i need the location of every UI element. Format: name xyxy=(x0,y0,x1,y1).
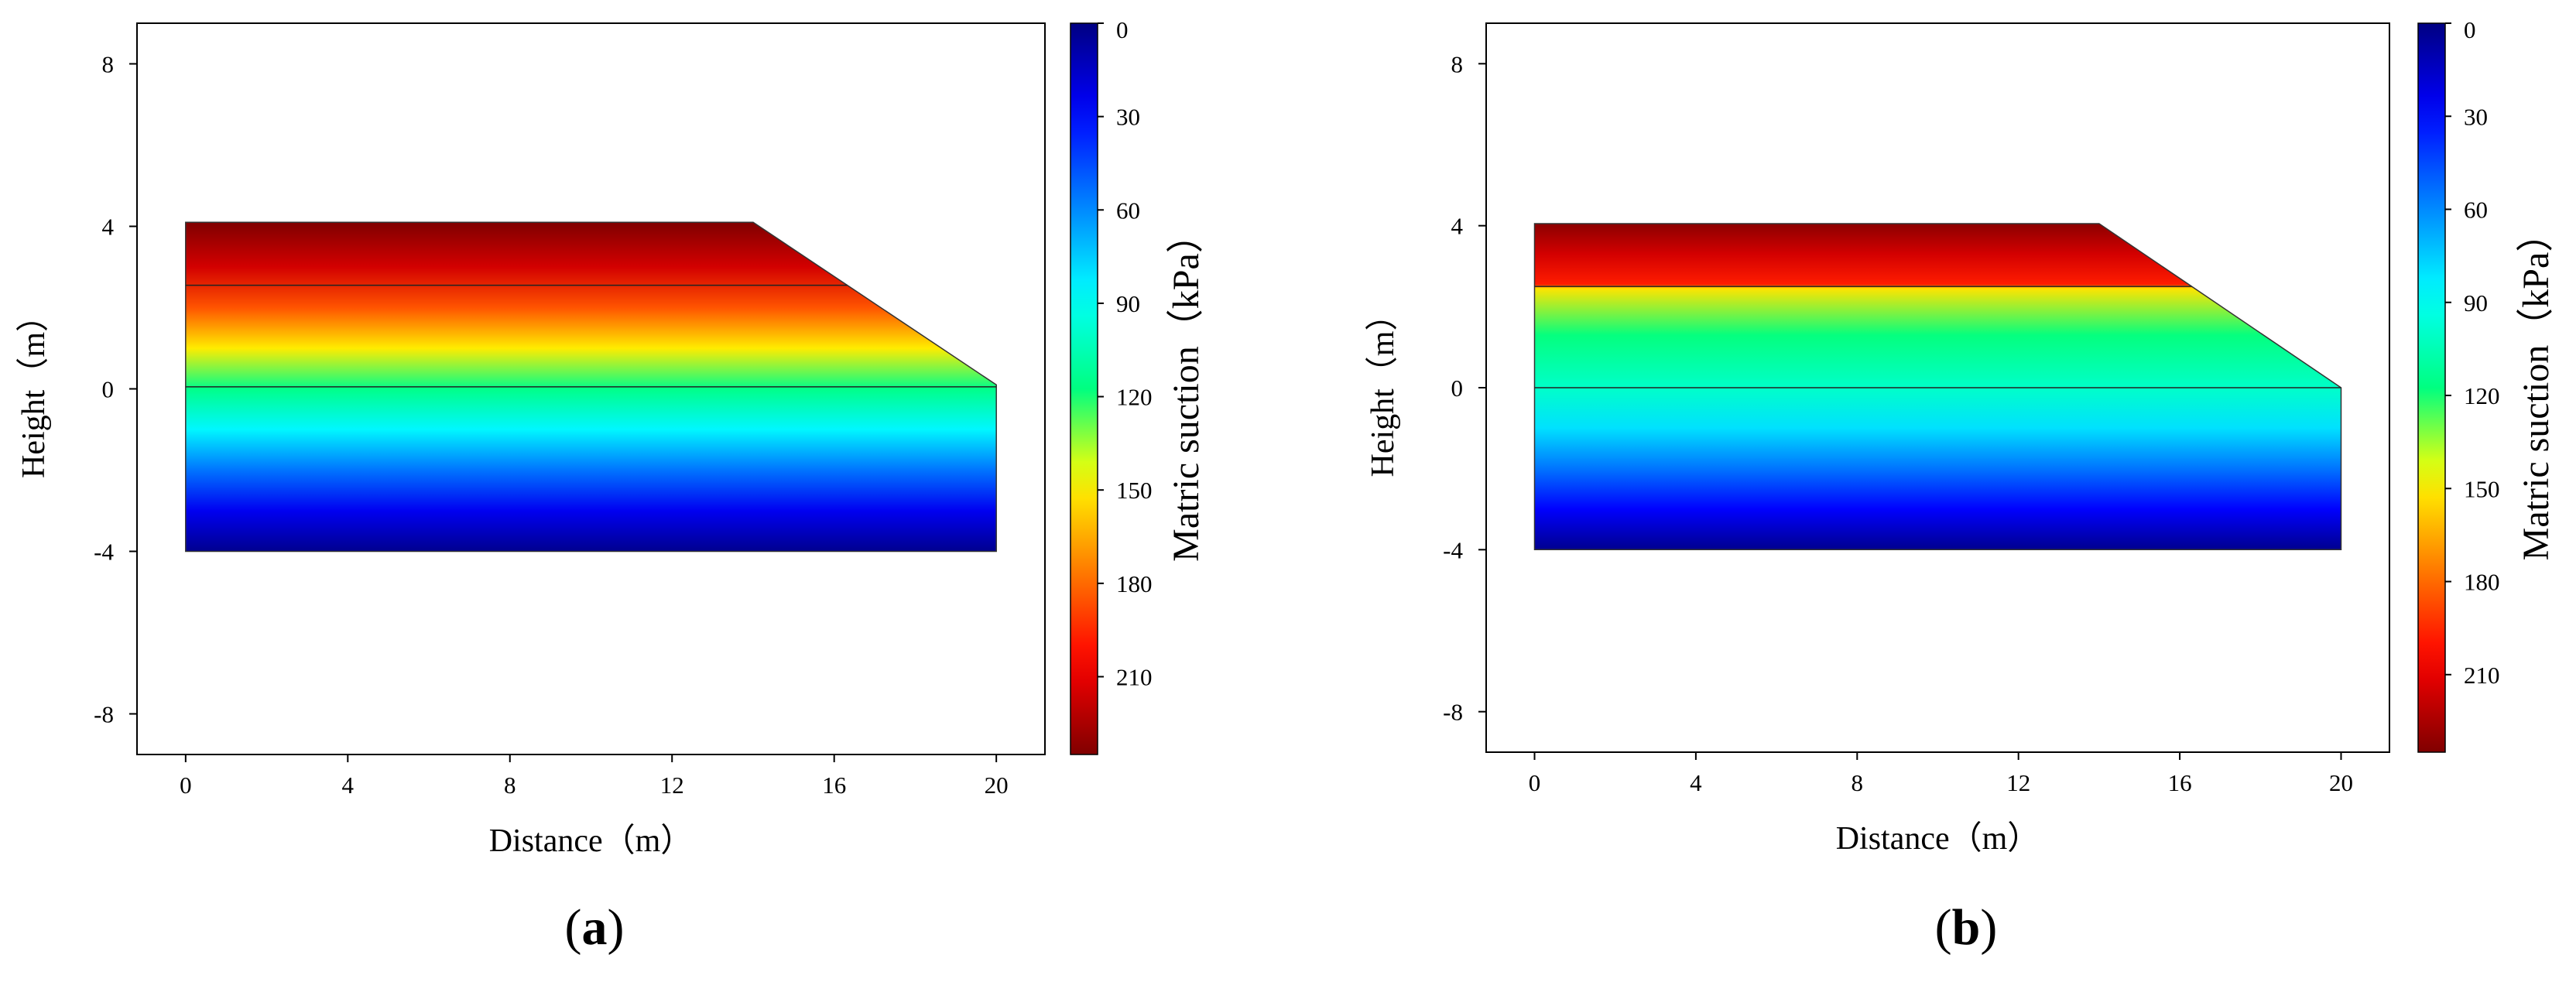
x-tick-label: 16 xyxy=(2168,769,2192,796)
y-tick-label: 8 xyxy=(1451,50,1464,77)
x-tick-label: 12 xyxy=(660,772,684,799)
panel-label-close: ) xyxy=(608,899,625,956)
x-axis-title: Distance（m） xyxy=(1836,821,2040,857)
x-tick-label: 20 xyxy=(985,772,1009,799)
colorbar-tick-label: 180 xyxy=(1116,570,1153,597)
colorbar-tick-label: 180 xyxy=(2464,569,2500,596)
colorbar xyxy=(1070,22,1098,755)
x-tick-label: 4 xyxy=(1690,769,1702,796)
colorbar-tick-label: 30 xyxy=(2464,103,2488,130)
panel-label: (b) xyxy=(1935,899,1998,956)
colorbar-tick-label: 0 xyxy=(2464,16,2476,43)
colorbar xyxy=(2417,22,2446,753)
suction-field xyxy=(1533,223,2342,551)
y-axis-title: Height（m） xyxy=(16,299,52,478)
colorbar-tick-label: 120 xyxy=(2464,382,2500,409)
panel-label-close: ) xyxy=(1980,899,1997,956)
x-axis-title: Distance（m） xyxy=(489,823,694,859)
colorbar-tick-label: 90 xyxy=(1116,290,1140,317)
y-tick-label: -8 xyxy=(94,701,114,728)
panel-label-letter: b xyxy=(1952,899,1981,956)
colorbar-tick-label: 90 xyxy=(2464,289,2488,316)
y-tick-label: 0 xyxy=(1451,375,1464,402)
y-tick-label: -4 xyxy=(94,539,114,566)
colorbar-tick-label: 150 xyxy=(1116,477,1153,504)
colorbar-tick-label: 60 xyxy=(2464,197,2488,224)
panel-b: 0 4 8 12 16 20 -8 -4 0 4 8 Distance（m） Height（m） 0 30 6… xyxy=(1365,16,2557,956)
colorbar-tick-label: 150 xyxy=(2464,475,2500,502)
x-tick-label: 4 xyxy=(342,772,355,799)
colorbar-tick-label: 210 xyxy=(2464,662,2500,689)
panel-label-open: ( xyxy=(1935,899,1952,956)
colorbar-title: Matric suction（kPa） xyxy=(2516,215,2557,561)
colorbar-title: Matric suction（kPa） xyxy=(1166,216,1207,562)
y-tick-label: 0 xyxy=(102,376,115,403)
panel-label: (a) xyxy=(565,899,625,956)
x-tick-label: 20 xyxy=(2329,769,2353,796)
y-axis-title: Height（m） xyxy=(1365,299,1401,477)
colorbar-tick-label: 30 xyxy=(1116,104,1140,131)
y-tick-label: 8 xyxy=(102,51,115,78)
colorbar-tick-label: 0 xyxy=(1116,16,1129,43)
x-tick-label: 16 xyxy=(822,772,846,799)
x-tick-label: 8 xyxy=(1852,769,1864,796)
colorbar-tick-label: 120 xyxy=(1116,384,1153,411)
y-tick-label: 4 xyxy=(1451,213,1464,240)
x-tick-label: 0 xyxy=(1529,769,1541,796)
x-tick-label: 8 xyxy=(504,772,516,799)
colorbar-tick-label: 60 xyxy=(1116,197,1140,224)
colorbar-tick-label: 210 xyxy=(1116,663,1153,690)
y-tick-label: -4 xyxy=(1443,536,1463,563)
panel-label-open: ( xyxy=(565,899,582,956)
y-tick-label: 4 xyxy=(102,214,115,241)
panel-a: 0 4 8 12 16 20 -8 -4 0 4 8 Distance（m） Height（m） 0 30 6… xyxy=(16,16,1207,956)
y-tick-label: -8 xyxy=(1443,699,1463,726)
x-tick-label: 0 xyxy=(180,772,192,799)
x-tick-label: 12 xyxy=(2006,769,2030,796)
panel-label-letter: a xyxy=(582,899,608,956)
